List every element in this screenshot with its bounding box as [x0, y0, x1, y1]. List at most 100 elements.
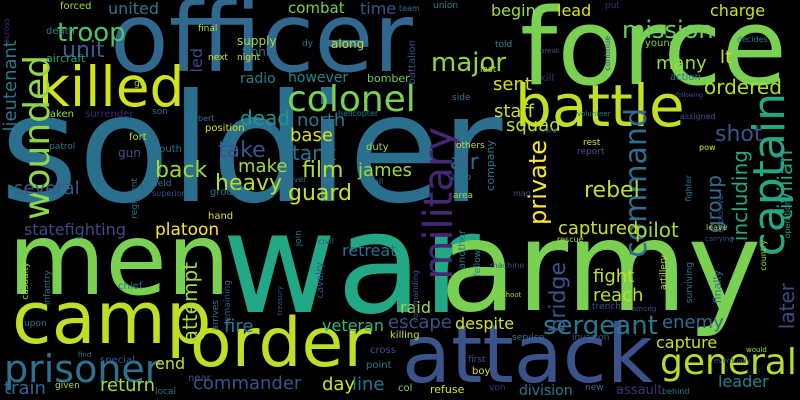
word-operation: operation — [783, 200, 792, 239]
word-refuse: refuse — [430, 383, 465, 396]
word-across: across — [2, 18, 11, 44]
word-first: first — [468, 355, 486, 365]
word-assigned: assigned — [680, 112, 716, 121]
word-private: private — [524, 140, 552, 225]
word-general: general — [660, 342, 797, 383]
word-despite: despite — [455, 314, 515, 333]
word-rescue: rescue — [557, 235, 584, 244]
word-force: force — [520, 0, 787, 109]
word-country: country — [759, 240, 768, 271]
word-son: son — [152, 107, 168, 117]
word-many: many — [656, 53, 707, 74]
word-shoot: shoot — [502, 291, 522, 299]
word-fort: fort — [129, 132, 147, 143]
word-shot: shot — [715, 122, 763, 147]
word-kill: kill — [540, 73, 555, 84]
word-film: film — [302, 158, 344, 183]
word-sergeant: sergeant — [543, 311, 658, 341]
word-staff: staff — [494, 101, 534, 122]
word-eventually: eventually — [714, 357, 751, 365]
word-life: life — [546, 127, 557, 135]
word-front: front — [242, 45, 271, 59]
word-infantry: infantry — [43, 270, 53, 306]
word-order: order — [190, 304, 372, 383]
word-killing: killing — [390, 330, 420, 341]
word-bridge: bridge — [546, 262, 571, 333]
word-north: north — [297, 110, 346, 131]
word-small: small — [362, 177, 384, 186]
word-train: train — [4, 378, 46, 399]
word-charge: charge — [710, 1, 766, 20]
word-time: time — [360, 0, 397, 18]
word-dy: dy — [302, 39, 314, 49]
word-air: air — [450, 150, 479, 175]
word-begin: begin — [491, 1, 536, 20]
word-next: next — [208, 53, 228, 63]
word-pilot: pilot — [635, 218, 679, 242]
word-take: take — [218, 138, 266, 163]
word-behind: behind — [662, 387, 690, 396]
word-reach: reach — [593, 285, 644, 306]
word-line: line — [352, 374, 385, 395]
word-local: local — [155, 387, 176, 397]
word-day: day — [322, 374, 356, 395]
word-duty: duty — [366, 142, 389, 153]
word-decides: decides — [737, 35, 768, 44]
word-assault: assault — [616, 383, 663, 398]
word-war: war — [222, 183, 480, 346]
word-break: break — [540, 47, 560, 55]
word-last: last — [480, 65, 497, 75]
word-cavalry: cavalry — [315, 262, 326, 299]
word-col: col — [398, 383, 413, 394]
word-heavy: heavy — [215, 171, 282, 196]
word-tank: tank — [292, 141, 337, 165]
word-officer: officer — [110, 0, 413, 94]
word-leave: leave — [706, 223, 728, 232]
word-given: given — [55, 381, 80, 391]
word-retreat: retreat — [342, 241, 397, 260]
word-near: near — [188, 373, 211, 384]
word-enemy: enemy — [662, 312, 724, 333]
word-sent: sent — [493, 74, 532, 95]
word-leader: leader — [718, 372, 769, 391]
word-capture: capture — [656, 333, 718, 352]
word-casualty: casualty — [21, 262, 31, 300]
word-attack: attack — [402, 308, 654, 400]
word-report: report — [577, 147, 605, 157]
word-raid: raid — [400, 298, 431, 317]
word-volunteer: volunteer — [577, 110, 611, 118]
word-rebel: rebel — [584, 178, 640, 203]
word-action: action — [670, 72, 701, 83]
word-another: another — [457, 230, 468, 270]
word-captured: captured — [558, 218, 639, 239]
word-finally: finally — [711, 270, 724, 304]
word-ground: ground — [210, 187, 246, 198]
word-prisoner: prisoner — [4, 347, 161, 391]
word-several: several — [14, 178, 80, 199]
word-lead: lead — [557, 1, 592, 20]
word-trench: trench — [592, 302, 621, 312]
word-invasion: invasion — [572, 333, 610, 343]
word-men: men — [8, 201, 231, 318]
word-others: others — [456, 141, 485, 151]
word-army: army — [440, 195, 762, 340]
word-commander: commander — [193, 373, 302, 394]
word-patrol: patrol — [49, 142, 76, 152]
word-boy: boy — [472, 366, 491, 377]
word-unit: unit — [62, 38, 105, 63]
word-killed: killed — [38, 55, 185, 119]
word-surviving: surviving — [685, 262, 695, 304]
word-hand: hand — [208, 211, 234, 222]
word-surrender: surrender — [85, 109, 134, 120]
word-area: area — [453, 191, 474, 201]
word-fire: fire — [224, 316, 254, 337]
word-go: go — [134, 79, 146, 89]
word-guard: guard — [288, 181, 353, 206]
word-civil: civil — [318, 237, 334, 246]
word-machine: machine — [490, 261, 525, 270]
word-chief: chief — [118, 281, 143, 292]
word-among: among — [632, 305, 657, 313]
word-following: following — [676, 92, 703, 99]
word-helicopter: helicopter — [338, 109, 379, 118]
